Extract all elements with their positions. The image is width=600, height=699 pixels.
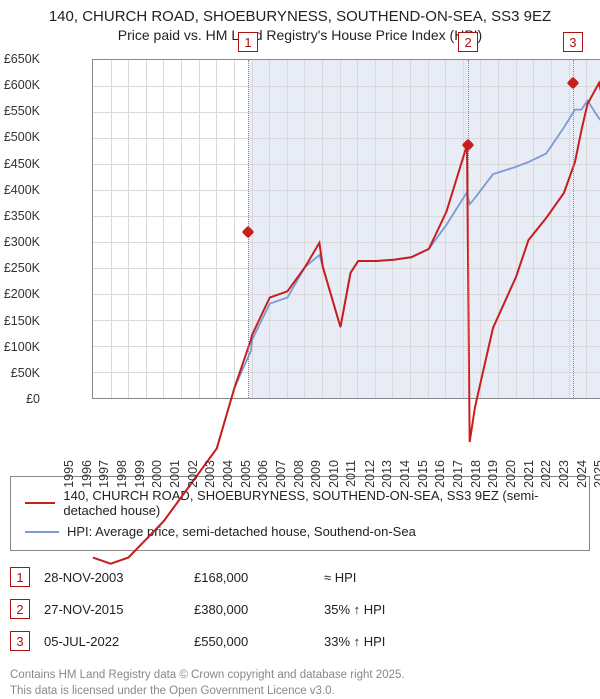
x-tick-2000: 2000	[150, 460, 164, 488]
x-tick-1996: 1996	[80, 460, 94, 488]
price-lines-svg	[93, 60, 600, 400]
marker-box-3[interactable]: 3	[563, 32, 583, 52]
x-tick-2023: 2023	[557, 460, 571, 488]
x-tick-2012: 2012	[362, 460, 376, 488]
x-tick-2002: 2002	[186, 460, 200, 488]
y-tick-650k: £650K	[0, 52, 40, 66]
x-tick-2011: 2011	[344, 460, 358, 487]
row-date-1: 28-NOV-2003	[44, 570, 194, 585]
y-tick-450k: £450K	[0, 157, 40, 171]
y-tick-550k: £550K	[0, 104, 40, 118]
row-price-3: £550,000	[194, 634, 324, 649]
x-tick-1998: 1998	[115, 460, 129, 488]
x-tick-2019: 2019	[486, 460, 500, 488]
table-row-2[interactable]: 2 27-NOV-2015 £380,000 35% ↑ HPI	[10, 593, 590, 625]
x-tick-2007: 2007	[274, 460, 288, 488]
legend-row-blue: HPI: Average price, semi-detached house,…	[25, 521, 575, 542]
x-tick-2004: 2004	[221, 460, 235, 488]
x-tick-2017: 2017	[451, 460, 465, 488]
legend-label-blue: HPI: Average price, semi-detached house,…	[67, 524, 416, 539]
y-tick-100k: £100K	[0, 340, 40, 354]
x-tick-2016: 2016	[433, 460, 447, 488]
x-tick-2005: 2005	[239, 460, 253, 488]
y-tick-500k: £500K	[0, 130, 40, 144]
marker-line-3	[573, 60, 574, 398]
x-tick-2020: 2020	[504, 460, 518, 488]
x-tick-2006: 2006	[256, 460, 270, 488]
y-tick-600k: £600K	[0, 78, 40, 92]
x-tick-2001: 2001	[168, 460, 182, 488]
y-tick-400k: £400K	[0, 183, 40, 197]
marker-box-1[interactable]: 1	[238, 32, 258, 52]
row-compare-2: 35% ↑ HPI	[324, 602, 474, 617]
footer-block: Contains HM Land Registry data © Crown c…	[10, 667, 590, 699]
x-tick-1995: 1995	[62, 460, 76, 488]
row-price-1: £168,000	[194, 570, 324, 585]
y-tick-250k: £250K	[0, 261, 40, 275]
x-tick-2022: 2022	[539, 460, 553, 488]
y-tick-200k: £200K	[0, 287, 40, 301]
row-index-3: 3	[10, 631, 30, 651]
x-tick-2009: 2009	[309, 460, 323, 488]
chart-title: 140, CHURCH ROAD, SHOEBURYNESS, SOUTHEND…	[0, 8, 600, 25]
y-tick-0: £0	[0, 392, 40, 406]
table-row-1[interactable]: 1 28-NOV-2003 £168,000 ≈ HPI	[10, 561, 590, 593]
chart-subtitle: Price paid vs. HM Land Registry's House …	[0, 27, 600, 43]
y-tick-150k: £150K	[0, 314, 40, 328]
x-tick-2021: 2021	[521, 460, 535, 488]
x-tick-2013: 2013	[380, 460, 394, 488]
x-tick-2008: 2008	[292, 460, 306, 488]
marker-box-2[interactable]: 2	[458, 32, 478, 52]
chart-page: 140, CHURCH ROAD, SHOEBURYNESS, SOUTHEND…	[0, 0, 600, 590]
y-tick-50k: £50K	[0, 366, 40, 380]
x-tick-1999: 1999	[133, 460, 147, 488]
row-index-2: 2	[10, 599, 30, 619]
row-compare-1: ≈ HPI	[324, 570, 474, 585]
marker-table: 1 28-NOV-2003 £168,000 ≈ HPI 2 27-NOV-20…	[10, 561, 590, 657]
row-date-3: 05-JUL-2022	[44, 634, 194, 649]
chart-area: £650K £600K £550K £500K £450K £400K £350…	[46, 51, 594, 391]
y-axis-labels: £650K £600K £550K £500K £450K £400K £350…	[46, 59, 90, 399]
x-tick-2014: 2014	[398, 460, 412, 488]
legend-row-red: 140, CHURCH ROAD, SHOEBURYNESS, SOUTHEND…	[25, 485, 575, 521]
x-tick-2010: 2010	[327, 460, 341, 488]
title-block: 140, CHURCH ROAD, SHOEBURYNESS, SOUTHEND…	[0, 0, 600, 43]
x-tick-2025: 2025	[592, 460, 600, 488]
legend-label-red: 140, CHURCH ROAD, SHOEBURYNESS, SOUTHEND…	[63, 488, 575, 518]
plot-box: 1 2 3	[92, 59, 600, 399]
footer-line-2: This data is licensed under the Open Gov…	[10, 683, 590, 699]
legend-swatch-blue	[25, 531, 59, 533]
x-tick-2015: 2015	[415, 460, 429, 488]
y-tick-300k: £300K	[0, 235, 40, 249]
marker-line-2	[468, 60, 469, 398]
footer-line-1: Contains HM Land Registry data © Crown c…	[10, 667, 590, 683]
legend-swatch-red	[25, 502, 55, 504]
row-date-2: 27-NOV-2015	[44, 602, 194, 617]
x-tick-2024: 2024	[574, 460, 588, 488]
x-tick-2018: 2018	[468, 460, 482, 488]
x-tick-1997: 1997	[97, 460, 111, 488]
row-index-1: 1	[10, 567, 30, 587]
x-axis-labels: 1995 1996 1997 1998 1999 2000 2001 2002 …	[46, 391, 594, 466]
y-tick-350k: £350K	[0, 209, 40, 223]
table-row-3[interactable]: 3 05-JUL-2022 £550,000 33% ↑ HPI	[10, 625, 590, 657]
x-tick-2003: 2003	[203, 460, 217, 488]
row-price-2: £380,000	[194, 602, 324, 617]
row-compare-3: 33% ↑ HPI	[324, 634, 474, 649]
